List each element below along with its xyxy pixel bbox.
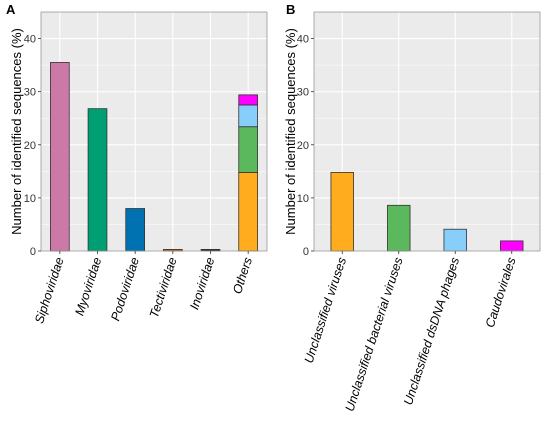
bar-b-1-seg-0 bbox=[387, 204, 411, 252]
y-tick-label: 0 bbox=[303, 246, 309, 258]
plot-border bbox=[40, 11, 268, 252]
bar-a-5-seg-0 bbox=[238, 171, 258, 252]
plot-border bbox=[313, 11, 541, 252]
bar-a-5-seg-1 bbox=[238, 126, 258, 173]
x-category-label: Myoviridae bbox=[72, 256, 104, 318]
bar-a-1-seg-0 bbox=[87, 108, 108, 252]
x-category-label: Unclassified viruses bbox=[302, 256, 349, 365]
y-axis-label: Number of identified sequences (%) bbox=[9, 28, 24, 235]
bar-a-5-seg-3 bbox=[238, 94, 258, 106]
x-category-label: Inoviridae bbox=[187, 256, 217, 312]
panel-letter: B bbox=[286, 2, 295, 17]
y-tick-label: 40 bbox=[297, 34, 309, 46]
y-tick-label: 10 bbox=[297, 193, 309, 205]
plot-background bbox=[41, 12, 267, 251]
x-category-label: Others bbox=[230, 256, 255, 296]
bar-b-3-seg-0 bbox=[500, 240, 524, 252]
x-category-label: Podoviridae bbox=[108, 256, 142, 323]
x-category-label: Siphoviridae bbox=[32, 256, 67, 326]
x-category-label: Tectiviridae bbox=[147, 256, 180, 320]
bar-a-5-seg-2 bbox=[238, 104, 258, 128]
x-category-label: Unclassified dsDNA phages bbox=[401, 256, 462, 407]
y-tick-label: 30 bbox=[24, 87, 36, 99]
bar-a-0-seg-0 bbox=[50, 62, 70, 252]
x-category-label: Caudovirales bbox=[483, 256, 519, 330]
y-tick-label: 0 bbox=[30, 246, 36, 258]
y-tick-label: 40 bbox=[24, 34, 36, 46]
y-tick-label: 20 bbox=[24, 140, 36, 152]
panel-a: 0 10 20 30 40 Siphoviridae Myoviridae Podovirid… bbox=[6, 2, 268, 326]
bar-b-2-seg-0 bbox=[443, 228, 467, 252]
y-tick-label: 30 bbox=[297, 87, 309, 99]
y-axis-label: Number of identified sequences (%) bbox=[283, 28, 298, 235]
bar-a-2-seg-0 bbox=[125, 208, 145, 252]
bar-b-0-seg-0 bbox=[330, 171, 354, 252]
y-tick-label: 20 bbox=[297, 140, 309, 152]
x-category-label: Unclassified bacterial viruses bbox=[342, 256, 405, 414]
y-tick-label: 10 bbox=[24, 193, 36, 205]
panel-letter: A bbox=[6, 2, 16, 17]
